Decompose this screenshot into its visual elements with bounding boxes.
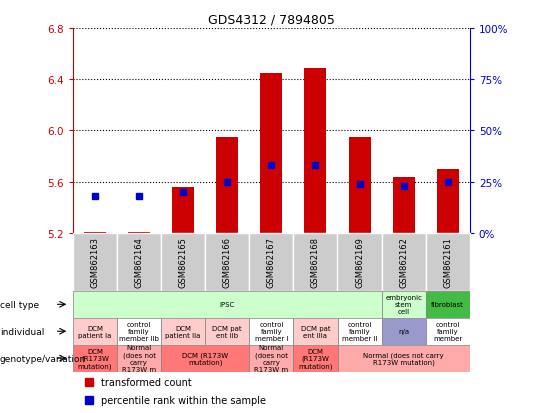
Bar xyxy=(305,69,327,233)
Text: GSM862167: GSM862167 xyxy=(267,237,276,288)
Bar xyxy=(161,345,249,372)
Text: genotype/variation: genotype/variation xyxy=(0,354,86,363)
Text: DCM
(R173W
mutation): DCM (R173W mutation) xyxy=(298,348,333,369)
Bar xyxy=(117,318,161,345)
Text: individual: individual xyxy=(0,327,44,336)
Text: DCM
patient Ia: DCM patient Ia xyxy=(78,325,112,338)
Text: DCM pat
ent IIb: DCM pat ent IIb xyxy=(212,325,242,338)
Bar xyxy=(426,291,470,318)
Text: control
family
member IIb: control family member IIb xyxy=(119,321,159,342)
Text: iPSC: iPSC xyxy=(220,301,235,308)
Bar xyxy=(338,233,382,291)
Bar xyxy=(437,169,459,233)
Text: Normal
(does not
carry
R173W m: Normal (does not carry R173W m xyxy=(122,344,156,372)
Bar xyxy=(426,233,470,291)
Text: DCM pat
ent IIIa: DCM pat ent IIIa xyxy=(301,325,330,338)
Bar xyxy=(73,345,117,372)
Text: control
family
member I: control family member I xyxy=(254,321,288,342)
Bar xyxy=(249,345,293,372)
Bar xyxy=(161,233,205,291)
Text: GSM862163: GSM862163 xyxy=(91,237,99,288)
Title: GDS4312 / 7894805: GDS4312 / 7894805 xyxy=(208,13,335,26)
Bar xyxy=(117,345,161,372)
Text: Normal
(does not
carry
R173W m: Normal (does not carry R173W m xyxy=(254,344,288,372)
Text: DCM
patient IIa: DCM patient IIa xyxy=(165,325,201,338)
Bar xyxy=(382,318,426,345)
Bar xyxy=(161,318,205,345)
Bar xyxy=(260,74,282,233)
Text: DCM (R173W
mutation): DCM (R173W mutation) xyxy=(182,351,228,365)
Text: GSM862164: GSM862164 xyxy=(134,237,144,287)
Bar xyxy=(249,318,293,345)
Bar xyxy=(216,138,238,233)
Bar xyxy=(293,318,338,345)
Bar xyxy=(73,318,117,345)
Bar xyxy=(338,318,382,345)
Bar xyxy=(293,233,338,291)
Bar xyxy=(293,345,338,372)
Bar xyxy=(205,233,249,291)
Text: GSM862165: GSM862165 xyxy=(179,237,188,287)
Bar xyxy=(205,318,249,345)
Text: transformed count: transformed count xyxy=(100,377,192,387)
Bar xyxy=(117,233,161,291)
Text: percentile rank within the sample: percentile rank within the sample xyxy=(100,394,266,405)
Bar xyxy=(348,138,370,233)
Bar xyxy=(426,318,470,345)
Bar xyxy=(382,233,426,291)
Text: n/a: n/a xyxy=(398,328,409,335)
Text: Normal (does not carry
R173W mutation): Normal (does not carry R173W mutation) xyxy=(363,351,444,365)
Bar xyxy=(249,233,293,291)
Text: fibroblast: fibroblast xyxy=(431,301,464,308)
Text: GSM862166: GSM862166 xyxy=(223,237,232,288)
Text: control
family
member: control family member xyxy=(433,321,462,342)
Bar xyxy=(73,233,117,291)
Text: GSM862162: GSM862162 xyxy=(399,237,408,287)
Bar xyxy=(73,291,382,318)
Text: DCM
(R173W
mutation): DCM (R173W mutation) xyxy=(78,348,112,369)
Bar xyxy=(338,345,470,372)
Text: GSM862161: GSM862161 xyxy=(443,237,452,287)
Bar xyxy=(84,232,106,233)
Text: embryonic
stem
cell: embryonic stem cell xyxy=(385,294,422,315)
Bar xyxy=(382,291,426,318)
Bar xyxy=(172,188,194,233)
Bar xyxy=(393,177,415,233)
Text: GSM862168: GSM862168 xyxy=(311,237,320,288)
Text: control
family
member II: control family member II xyxy=(342,321,377,342)
Text: GSM862169: GSM862169 xyxy=(355,237,364,287)
Text: cell type: cell type xyxy=(0,300,39,309)
Bar xyxy=(128,232,150,233)
